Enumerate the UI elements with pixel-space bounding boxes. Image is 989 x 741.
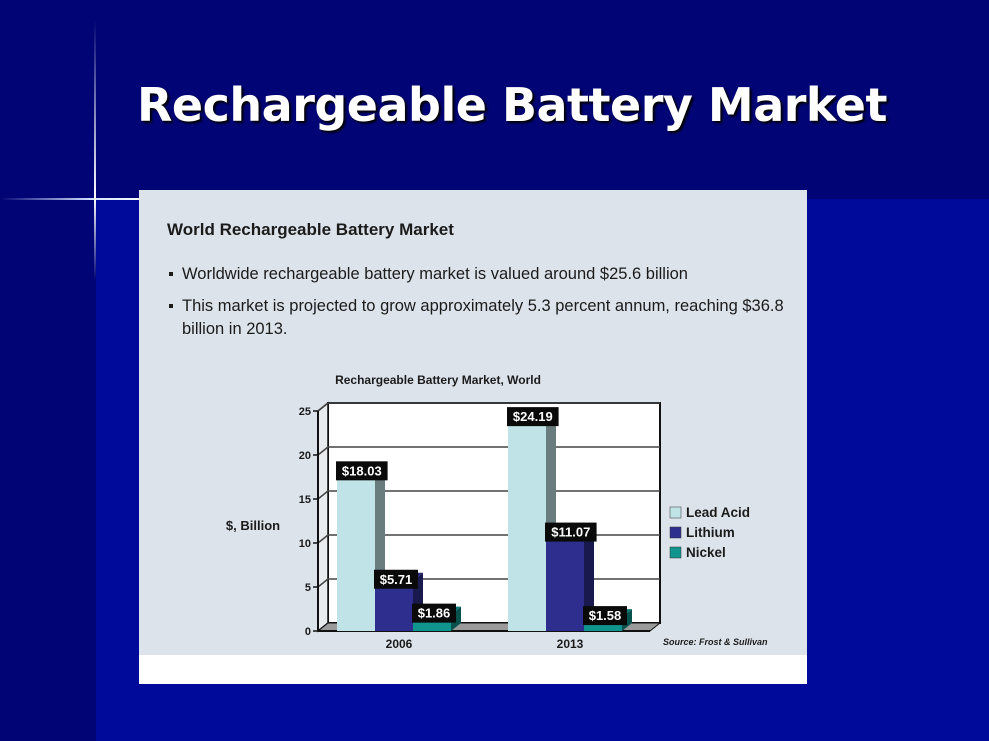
bullet-list: Worldwide rechargeable battery market is… — [167, 263, 787, 350]
y-tick-label: 5 — [305, 582, 311, 594]
data-label-box — [374, 569, 418, 589]
bullet-text: This market is projected to grow approxi… — [182, 297, 784, 338]
bar — [546, 533, 584, 631]
legend-label: Lithium — [686, 525, 735, 540]
y-tick-label: 15 — [299, 494, 311, 506]
y-axis-label: $, Billion — [226, 518, 280, 533]
sparkle-horizontal-ray — [0, 198, 150, 200]
bullet-item: Worldwide rechargeable battery market is… — [167, 263, 787, 286]
bullet-text: Worldwide rechargeable battery market is… — [182, 265, 688, 283]
bar-side — [584, 525, 594, 631]
chart-plot-group: 0 5 10 15 20 25 $18.03 $5.71 $1.86 2006 $24.19 $11.… — [299, 401, 750, 651]
plot-side-wall — [317, 401, 329, 633]
gridline-depth — [317, 402, 329, 412]
data-label: $24.19 — [513, 409, 553, 424]
x-tick-label: 2006 — [386, 637, 413, 651]
gridline-depth — [317, 446, 329, 456]
bar — [375, 580, 413, 631]
legend-label: Lead Acid — [686, 505, 750, 520]
panel-heading: World Rechargeable Battery Market — [167, 220, 454, 239]
gridline-depth — [317, 578, 329, 588]
title-band — [0, 0, 989, 199]
gridline-depth — [317, 534, 329, 544]
y-tick-label: 25 — [299, 406, 311, 418]
bullet-item: This market is projected to grow approxi… — [167, 295, 787, 341]
y-tick-label: 10 — [299, 538, 311, 550]
data-label: $1.86 — [418, 606, 451, 621]
data-label-box — [412, 603, 456, 623]
chart-panel: World Rechargeable Battery Market Worldw… — [139, 190, 807, 684]
bullet-marker — [169, 272, 173, 276]
data-label: $18.03 — [342, 463, 382, 478]
legend-label: Nickel — [686, 545, 726, 560]
gridline-depth — [317, 490, 329, 500]
data-label-box — [545, 522, 597, 542]
x-tick-label: 2013 — [557, 637, 584, 651]
left-band — [0, 199, 96, 741]
source-note: Source: Frost & Sullivan — [663, 637, 768, 647]
bullet-marker — [169, 304, 173, 308]
y-tick-label: 0 — [305, 626, 311, 638]
bar — [337, 472, 375, 631]
data-label-box — [507, 407, 559, 427]
data-label-box — [583, 606, 627, 626]
data-label: $11.07 — [551, 525, 590, 540]
legend-swatch — [669, 546, 682, 559]
data-label-box — [336, 461, 388, 481]
data-label: $1.58 — [589, 608, 622, 623]
y-tick-label: 20 — [299, 450, 311, 462]
chart-title: Rechargeable Battery Market, World — [335, 373, 541, 387]
sparkle-vertical-ray — [94, 20, 96, 280]
slide-title: Rechargeable Battery Market — [137, 78, 887, 132]
legend-swatch — [669, 526, 682, 539]
bar — [508, 418, 546, 631]
legend-swatch — [669, 506, 682, 519]
bar-chart: Rechargeable Battery Market, World $, Bi… — [226, 373, 768, 651]
data-label: $5.71 — [380, 572, 413, 587]
